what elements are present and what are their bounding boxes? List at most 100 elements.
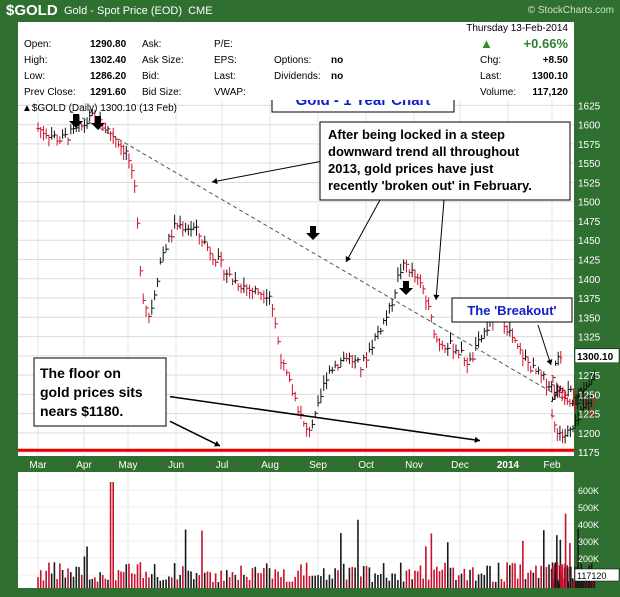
volume-bar [567, 581, 570, 588]
volume-bar [302, 575, 305, 588]
low-value: 1286.20 [90, 71, 127, 82]
volume-bar [397, 580, 399, 588]
volume-bar [61, 569, 64, 588]
volume-bar [64, 577, 67, 588]
volume-bar [566, 567, 569, 588]
volume-bar [433, 569, 435, 588]
y-axis: 1175120012251250127513001325135013751400… [574, 101, 620, 582]
ask-size-label: Ask Size: [142, 55, 184, 66]
quote-date: Thursday 13-Feb-2014 [466, 23, 568, 34]
vwap-label: VWAP: [214, 87, 246, 98]
x-tick-label: May [119, 460, 138, 471]
volume-bar [402, 581, 405, 588]
volume-bar [540, 565, 542, 588]
volume-bar [532, 572, 535, 588]
volume-bar [248, 579, 251, 588]
volume-bar [382, 563, 385, 588]
annotation-floor-line: gold prices sits [40, 384, 143, 400]
volume-bar [115, 580, 117, 588]
volume-bar [228, 577, 231, 588]
volume-bar [75, 566, 78, 588]
down-arrow-icon [69, 121, 83, 128]
security-description: Gold - Spot Price (EOD) CME [64, 5, 213, 17]
volume-bar [342, 563, 345, 588]
volume-bar [83, 556, 86, 588]
eps-label: EPS: [214, 55, 237, 66]
volume-bar [460, 573, 463, 588]
x-tick-label: Aug [261, 460, 279, 471]
last-label: Last: [214, 71, 236, 82]
volume-bar [168, 576, 170, 588]
last-price-value: 1300.10 [531, 71, 568, 82]
symbol[interactable]: $GOLD [6, 2, 58, 19]
volume-bar [469, 569, 471, 588]
volume-bar [220, 570, 222, 588]
volume-bar [99, 572, 101, 588]
volume-bar [94, 577, 96, 588]
floor-connector [169, 395, 481, 442]
volume-bar [354, 567, 356, 588]
volume-bar [430, 533, 433, 588]
volume-bar [477, 574, 480, 588]
volume-bar [190, 571, 192, 588]
volume-bar [371, 581, 374, 588]
price-bars [36, 108, 596, 444]
volume-bar [463, 568, 466, 588]
volume-bar [320, 576, 322, 588]
annotation-box-breakout [451, 297, 573, 323]
y-tick-label: 1350 [578, 313, 601, 324]
volume-bar [131, 573, 133, 588]
options-value: no [331, 55, 344, 66]
volume-bar [308, 576, 311, 588]
y-tick-label: 1475 [578, 217, 601, 228]
up-arrow-icon: ▲ [480, 36, 493, 51]
volume-bar [314, 575, 316, 588]
pe-label: P/E: [214, 39, 233, 50]
volume-bar [522, 540, 524, 588]
volume-bar [416, 571, 419, 588]
volume-bar [91, 578, 94, 588]
volume-bar [529, 570, 532, 588]
volume-bar [237, 579, 239, 588]
volume-bar [405, 570, 408, 588]
volume-bar [554, 562, 557, 588]
volume-bar [96, 581, 99, 588]
volume-bar [449, 567, 452, 588]
volume-bar [257, 572, 259, 588]
volume-bar [209, 572, 211, 588]
volume-bar [506, 562, 508, 588]
volume-bar [455, 579, 457, 588]
down-arrow-icon [403, 281, 409, 288]
volume-bar [388, 580, 391, 588]
volume-bar [575, 580, 577, 588]
volume-bar [444, 562, 446, 588]
volume-bar [254, 566, 257, 588]
volume-bar [117, 569, 120, 588]
volume-bar [561, 564, 564, 588]
volume-bar [260, 573, 262, 588]
volume-bar [351, 566, 354, 588]
y-tick-label: 1425 [578, 256, 601, 267]
volume-bar [165, 579, 167, 588]
volume-bar [311, 575, 314, 588]
chg-label: Chg: [480, 55, 502, 66]
y-tick-label: 1600 [578, 121, 601, 132]
annotation-floor-line: nears $1180. [40, 403, 123, 419]
volume-bar [391, 573, 393, 588]
volume-bar [225, 570, 228, 588]
y-tick-label: 1250 [578, 390, 601, 401]
volume-bar [377, 574, 379, 588]
volume-bar [472, 567, 474, 588]
dividends-label: Dividends: [274, 71, 321, 82]
x-tick-label: Dec [451, 460, 469, 471]
volume-bar [486, 565, 488, 588]
volume-bar [107, 579, 109, 588]
volume-bar [243, 574, 245, 588]
volume-last-label: 117120 [577, 571, 606, 581]
volume-bar [419, 565, 422, 588]
y-tick-label: 1275 [578, 371, 601, 382]
volume-bar [365, 565, 368, 588]
volume-bar [48, 562, 50, 588]
volume-bar [524, 579, 527, 588]
